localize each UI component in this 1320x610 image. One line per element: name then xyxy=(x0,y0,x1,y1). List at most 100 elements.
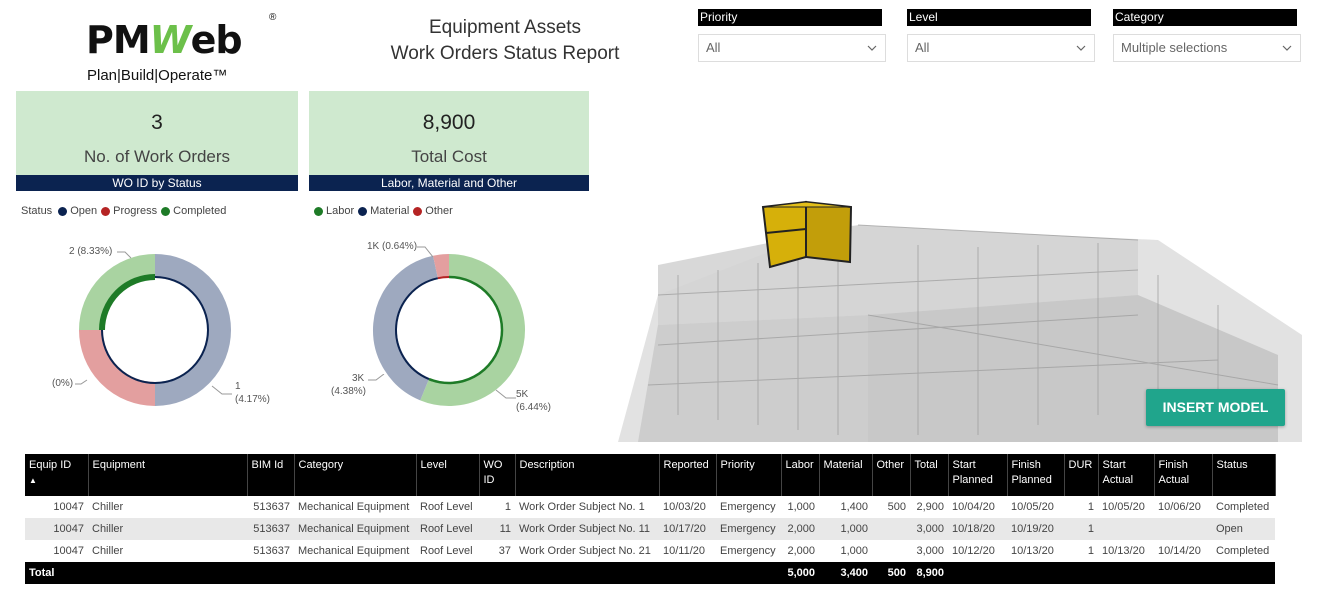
status-donut-label-open: 1 xyxy=(235,381,241,392)
table-cell: Total xyxy=(25,562,88,584)
status-label-leader-progress xyxy=(75,379,88,385)
table-cell: 1,400 xyxy=(819,496,872,518)
col-level[interactable]: Level xyxy=(416,454,480,496)
col-priority[interactable]: Priority xyxy=(716,454,782,496)
table-row[interactable]: 10047 Chiller 513637 Mechanical Equipment Ro… xyxy=(25,496,1275,518)
table-cell: 500 xyxy=(872,496,910,518)
bim-model-viewer[interactable] xyxy=(618,185,1302,442)
level-filter: Level All xyxy=(907,9,1095,62)
status-slice-open[interactable] xyxy=(154,254,231,406)
cost-inner-ring-labor[interactable] xyxy=(428,275,504,385)
insert-model-button[interactable]: INSERT MODEL xyxy=(1146,389,1285,426)
col-material[interactable]: Material xyxy=(819,454,873,496)
col-description[interactable]: Description xyxy=(515,454,660,496)
col-equipment[interactable]: Equipment xyxy=(88,454,248,496)
legend-item-labor[interactable]: Labor xyxy=(326,205,355,217)
table-cell: 500 xyxy=(872,562,910,584)
cost-donut-label-material-pct: (4.38%) xyxy=(331,386,367,397)
chevron-down-icon xyxy=(1076,45,1086,51)
table-cell: 1 xyxy=(1064,540,1098,562)
table-cell: 10/11/20 xyxy=(659,540,716,562)
table-cell: 10/19/20 xyxy=(1007,518,1064,540)
cost-slice-material[interactable] xyxy=(373,255,439,401)
col-finish-planned[interactable]: Finish Planned xyxy=(1007,454,1065,496)
table-cell: 2,900 xyxy=(910,496,948,518)
cost-donut-label-labor-pct: (6.44%) xyxy=(516,402,552,413)
cost-slice-labor[interactable] xyxy=(420,254,525,406)
table-cell: 5,000 xyxy=(781,562,819,584)
cost-inner-ring-material[interactable] xyxy=(395,277,439,380)
col-bim-id[interactable]: BIM Id xyxy=(247,454,295,496)
status-inner-ring-completed[interactable] xyxy=(99,274,156,331)
sort-ascending-icon[interactable]: ▲ xyxy=(29,476,37,485)
table-cell: 10047 xyxy=(25,496,88,518)
table-row[interactable]: 10047 Chiller 513637 Mechanical Equipment Ro… xyxy=(25,518,1275,540)
table-cell: 10/18/20 xyxy=(948,518,1007,540)
equipment-highlight-box[interactable] xyxy=(761,200,853,269)
col-reported[interactable]: Reported xyxy=(659,454,717,496)
status-inner-ring-open[interactable] xyxy=(101,276,209,384)
cost-donut-label-other: 1K (0.64%) xyxy=(367,241,418,252)
legend-dot-progress xyxy=(101,206,111,216)
kpi-work-orders: 3 No. of Work Orders WO ID by Status xyxy=(16,91,298,191)
cost-donut-label-material: 3K xyxy=(352,373,365,384)
table-cell: Roof Level xyxy=(416,540,479,562)
table-cell: Emergency xyxy=(716,518,781,540)
table-cell: 1 xyxy=(1064,496,1098,518)
table-row[interactable]: 10047 Chiller 513637 Mechanical Equipment Ro… xyxy=(25,540,1275,562)
status-slice-completed[interactable] xyxy=(79,254,156,331)
legend-dot-material xyxy=(358,206,368,216)
legend-dot-labor xyxy=(314,206,323,216)
kpi-work-orders-value: 3 xyxy=(151,111,163,134)
table-cell: 513637 xyxy=(247,540,294,562)
kpi-work-orders-label: No. of Work Orders xyxy=(83,147,231,166)
col-start-planned[interactable]: Start Planned xyxy=(948,454,1008,496)
legend-item-progress[interactable]: Progress xyxy=(113,205,158,217)
col-category[interactable]: Category xyxy=(294,454,417,496)
cost-label-leader-other xyxy=(417,246,434,258)
table-cell: 10/14/20 xyxy=(1154,540,1212,562)
col-finish-actual[interactable]: Finish Actual xyxy=(1154,454,1213,496)
legend-item-material[interactable]: Material xyxy=(370,205,410,217)
table-cell: Mechanical Equipment xyxy=(294,540,416,562)
col-equip-id-label: Equip ID xyxy=(29,459,72,471)
table-cell xyxy=(659,562,716,584)
priority-dropdown[interactable]: All xyxy=(698,34,886,62)
cost-inner-ring-other[interactable] xyxy=(437,276,450,280)
table-cell xyxy=(1064,562,1098,584)
table-cell xyxy=(872,540,910,562)
col-status[interactable]: Status xyxy=(1212,454,1276,496)
col-total[interactable]: Total xyxy=(910,454,949,496)
legend-item-other[interactable]: Other xyxy=(425,205,453,217)
col-wo-id[interactable]: WO ID xyxy=(479,454,516,496)
table-cell xyxy=(1007,562,1064,584)
legend-item-completed[interactable]: Completed xyxy=(173,205,227,217)
table-cell: Work Order Subject No. 1 xyxy=(515,496,659,518)
category-dropdown-value: Multiple selections xyxy=(1121,40,1228,55)
table-cell xyxy=(1212,562,1275,584)
pmweb-logo: PMWeb ® Plan|Build|Operate™ xyxy=(86,12,286,88)
col-other[interactable]: Other xyxy=(872,454,911,496)
priority-filter-label: Priority xyxy=(698,9,882,26)
col-start-actual[interactable]: Start Actual xyxy=(1098,454,1155,496)
col-dur[interactable]: DUR xyxy=(1064,454,1099,496)
col-labor[interactable]: Labor xyxy=(781,454,820,496)
status-slice-progress[interactable] xyxy=(79,329,156,406)
table-cell: 10/03/20 xyxy=(659,496,716,518)
priority-dropdown-value: All xyxy=(706,40,721,55)
report-title-line2: Work Orders Status Report xyxy=(390,43,620,64)
col-equip-id[interactable]: Equip ID ▲ xyxy=(25,454,89,496)
chevron-down-icon xyxy=(867,45,877,51)
category-dropdown[interactable]: Multiple selections xyxy=(1113,34,1301,62)
level-dropdown[interactable]: All xyxy=(907,34,1095,62)
table-cell: 10/12/20 xyxy=(948,540,1007,562)
table-cell xyxy=(88,562,247,584)
cost-legend: Labor Material Other xyxy=(310,205,453,217)
table-cell: Emergency xyxy=(716,496,781,518)
table-cell: 10047 xyxy=(25,518,88,540)
cost-slice-other[interactable] xyxy=(433,254,450,280)
table-cell: 8,900 xyxy=(910,562,948,584)
table-total-row[interactable]: Total 5,000 3,400 500 8,900 xyxy=(25,562,1275,584)
category-filter: Category Multiple selections xyxy=(1113,9,1301,62)
legend-item-open[interactable]: Open xyxy=(70,205,98,217)
